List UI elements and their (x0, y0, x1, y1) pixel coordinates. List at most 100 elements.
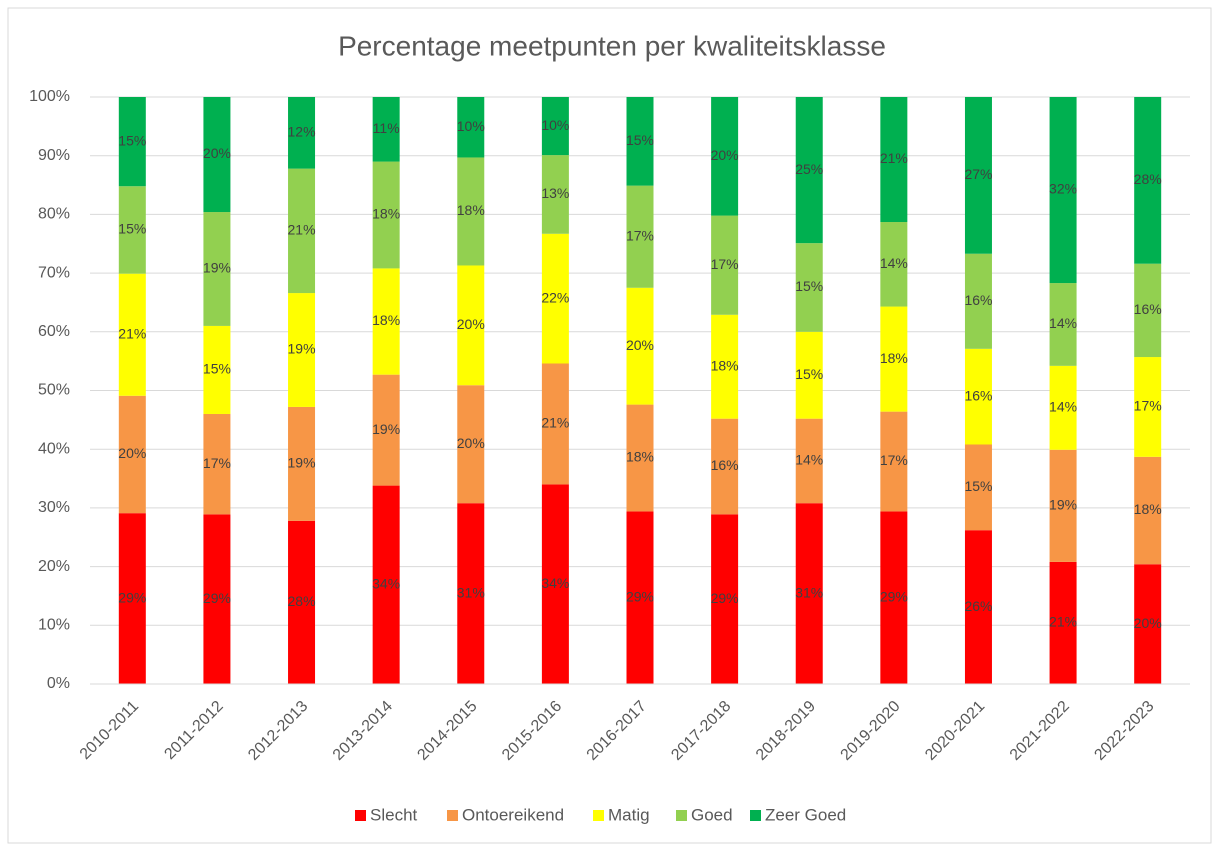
data-label: 18% (1134, 501, 1162, 517)
data-label: 18% (457, 202, 485, 218)
data-label: 15% (118, 221, 146, 237)
data-label: 28% (1134, 171, 1162, 187)
data-label: 20% (711, 147, 739, 163)
legend-label: Zeer Goed (765, 805, 846, 824)
data-label: 26% (964, 598, 992, 614)
bar-segment (1134, 357, 1162, 457)
bar-segment (880, 97, 908, 223)
y-tick-label: 20% (38, 558, 70, 575)
data-label: 28% (288, 593, 316, 609)
data-label: 16% (964, 387, 992, 403)
bar-segment (457, 97, 485, 158)
data-label: 15% (795, 366, 823, 382)
data-label: 15% (203, 361, 231, 377)
data-label: 20% (118, 445, 146, 461)
bar-segment (372, 374, 400, 486)
y-tick-label: 30% (38, 499, 70, 516)
data-label: 17% (880, 452, 908, 468)
data-label: 15% (118, 132, 146, 148)
data-label: 18% (880, 350, 908, 366)
bar-segment (626, 404, 654, 512)
data-label: 15% (964, 478, 992, 494)
bar-segment (1134, 564, 1162, 684)
bar-segment (457, 503, 485, 684)
data-label: 21% (118, 325, 146, 341)
data-label: 20% (626, 337, 654, 353)
data-label: 20% (203, 145, 231, 161)
bar-segment (1049, 283, 1077, 366)
bar-segment (203, 97, 231, 213)
data-label: 18% (711, 357, 739, 373)
legend-swatch (355, 810, 366, 821)
legend-swatch (447, 810, 458, 821)
data-label: 29% (626, 588, 654, 604)
bar-segment (626, 97, 654, 186)
y-tick-label: 0% (47, 675, 70, 692)
bar-segment (372, 161, 400, 269)
y-tick-label: 80% (38, 206, 70, 223)
bar-segment (711, 314, 739, 419)
data-label: 25% (795, 161, 823, 177)
data-label: 12% (288, 124, 316, 140)
legend-label: Matig (608, 805, 650, 824)
legend-swatch (750, 810, 761, 821)
bar-segment (1049, 561, 1077, 684)
data-label: 14% (1049, 315, 1077, 331)
bar-segment (1134, 263, 1162, 358)
bar-segment (118, 273, 146, 396)
bar-segment (203, 413, 231, 515)
bar-segment (1049, 449, 1077, 562)
bar-segment (626, 511, 654, 684)
bar-segment (1134, 97, 1162, 264)
chart-title: Percentage meetpunten per kwaliteitsklas… (338, 30, 886, 61)
bar-segment (880, 411, 908, 512)
bar-segment (288, 293, 316, 407)
data-label: 11% (373, 120, 400, 136)
y-tick-label: 50% (38, 382, 70, 399)
data-label: 21% (288, 222, 316, 238)
legend-label: Slecht (370, 805, 418, 824)
bar-segment (795, 97, 823, 244)
bar-segment (457, 385, 485, 504)
data-label: 16% (1134, 301, 1162, 317)
bar-segment (118, 97, 146, 187)
bar-segment (372, 485, 400, 684)
data-label: 16% (711, 457, 739, 473)
data-label: 21% (880, 150, 908, 166)
data-label: 19% (203, 260, 231, 276)
data-label: 19% (372, 421, 400, 437)
legend-label: Goed (691, 805, 733, 824)
bar-segment (1134, 456, 1162, 565)
bar-segment (288, 520, 316, 684)
bar-segment (541, 155, 569, 234)
bar-segment (626, 287, 654, 405)
data-label: 14% (1049, 399, 1077, 415)
data-label: 29% (711, 590, 739, 606)
data-label: 17% (203, 455, 231, 471)
data-label: 19% (1049, 497, 1077, 513)
bar-segment (880, 511, 908, 684)
y-tick-label: 60% (38, 323, 70, 340)
bar-segment (964, 348, 992, 445)
bar-segment (288, 406, 316, 521)
data-label: 21% (1049, 614, 1077, 630)
bar-segment (118, 186, 146, 274)
data-label: 20% (1134, 615, 1162, 631)
data-label: 16% (964, 292, 992, 308)
bar-segment (964, 253, 992, 349)
data-label: 14% (795, 452, 823, 468)
bar-segment (541, 484, 569, 684)
legend-swatch (676, 810, 687, 821)
data-label: 22% (541, 289, 569, 305)
data-label: 18% (372, 312, 400, 328)
data-label: 20% (457, 435, 485, 451)
bar-segment (203, 212, 231, 326)
data-label: 29% (118, 589, 146, 605)
data-label: 31% (457, 584, 485, 600)
bar-segment (880, 306, 908, 412)
data-label: 15% (795, 278, 823, 294)
data-label: 10% (541, 117, 569, 133)
data-label: 31% (795, 584, 823, 600)
bar-segment (457, 265, 485, 386)
bar-segment (964, 530, 992, 684)
